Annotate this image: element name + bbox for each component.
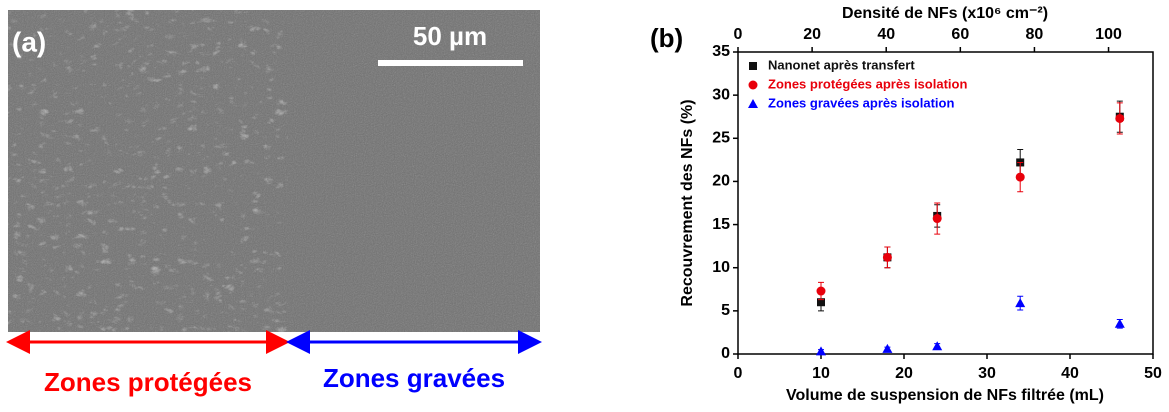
sem-image <box>8 10 540 332</box>
x-axis-title: Volume de suspension de NFs filtrée (mL) <box>786 387 1104 404</box>
point <box>816 286 826 296</box>
x-tick-label: 20 <box>895 365 913 382</box>
point <box>882 252 892 262</box>
top-tick-label: 40 <box>877 26 895 43</box>
panel-label: (b) <box>650 23 683 53</box>
y-axis-title: Recouvrement des NFs (%) <box>679 99 696 306</box>
point <box>932 341 943 351</box>
panel-label: (a) <box>12 26 46 57</box>
top-axis-title: Densité de NFs (x10⁶ cm⁻²) <box>842 5 1048 22</box>
scale-bar-label: 50 µm <box>413 21 487 51</box>
zone-label: Zones protégées <box>44 367 252 397</box>
point <box>882 343 893 353</box>
top-tick-label: 60 <box>951 26 969 43</box>
point <box>1114 318 1125 328</box>
y-tick-label: 5 <box>721 302 730 319</box>
legend-marker <box>748 99 758 108</box>
top-tick-label: 0 <box>734 26 743 43</box>
y-tick-label: 20 <box>712 173 730 190</box>
y-tick-label: 10 <box>712 259 730 276</box>
x-tick-label: 30 <box>978 365 996 382</box>
top-tick-label: 80 <box>1026 26 1044 43</box>
y-tick-label: 30 <box>712 86 730 103</box>
y-tick-label: 15 <box>712 216 730 233</box>
point <box>1015 172 1025 182</box>
legend-marker <box>748 80 758 90</box>
point <box>816 346 826 356</box>
y-tick-label: 25 <box>712 130 730 147</box>
legend-marker <box>749 62 757 70</box>
zone-label: Zones gravées <box>323 363 505 393</box>
x-tick-label: 40 <box>1061 365 1079 382</box>
plot-frame <box>737 51 1154 355</box>
y-tick-label: 0 <box>721 345 730 362</box>
top-tick-label: 20 <box>803 26 821 43</box>
point <box>817 298 825 307</box>
top-tick-label: 100 <box>1095 26 1122 43</box>
y-tick-label: 35 <box>712 43 730 60</box>
point <box>932 214 942 224</box>
x-tick-label: 10 <box>812 365 830 382</box>
point <box>1015 298 1026 308</box>
legend-label: Zones protégées après isolation <box>768 76 967 91</box>
legend-label: Nanonet après transfert <box>768 57 915 72</box>
point <box>1115 113 1125 123</box>
x-tick-label: 0 <box>734 365 743 382</box>
x-tick-label: 50 <box>1144 365 1162 382</box>
legend-label: Zones gravées après isolation <box>768 95 954 110</box>
